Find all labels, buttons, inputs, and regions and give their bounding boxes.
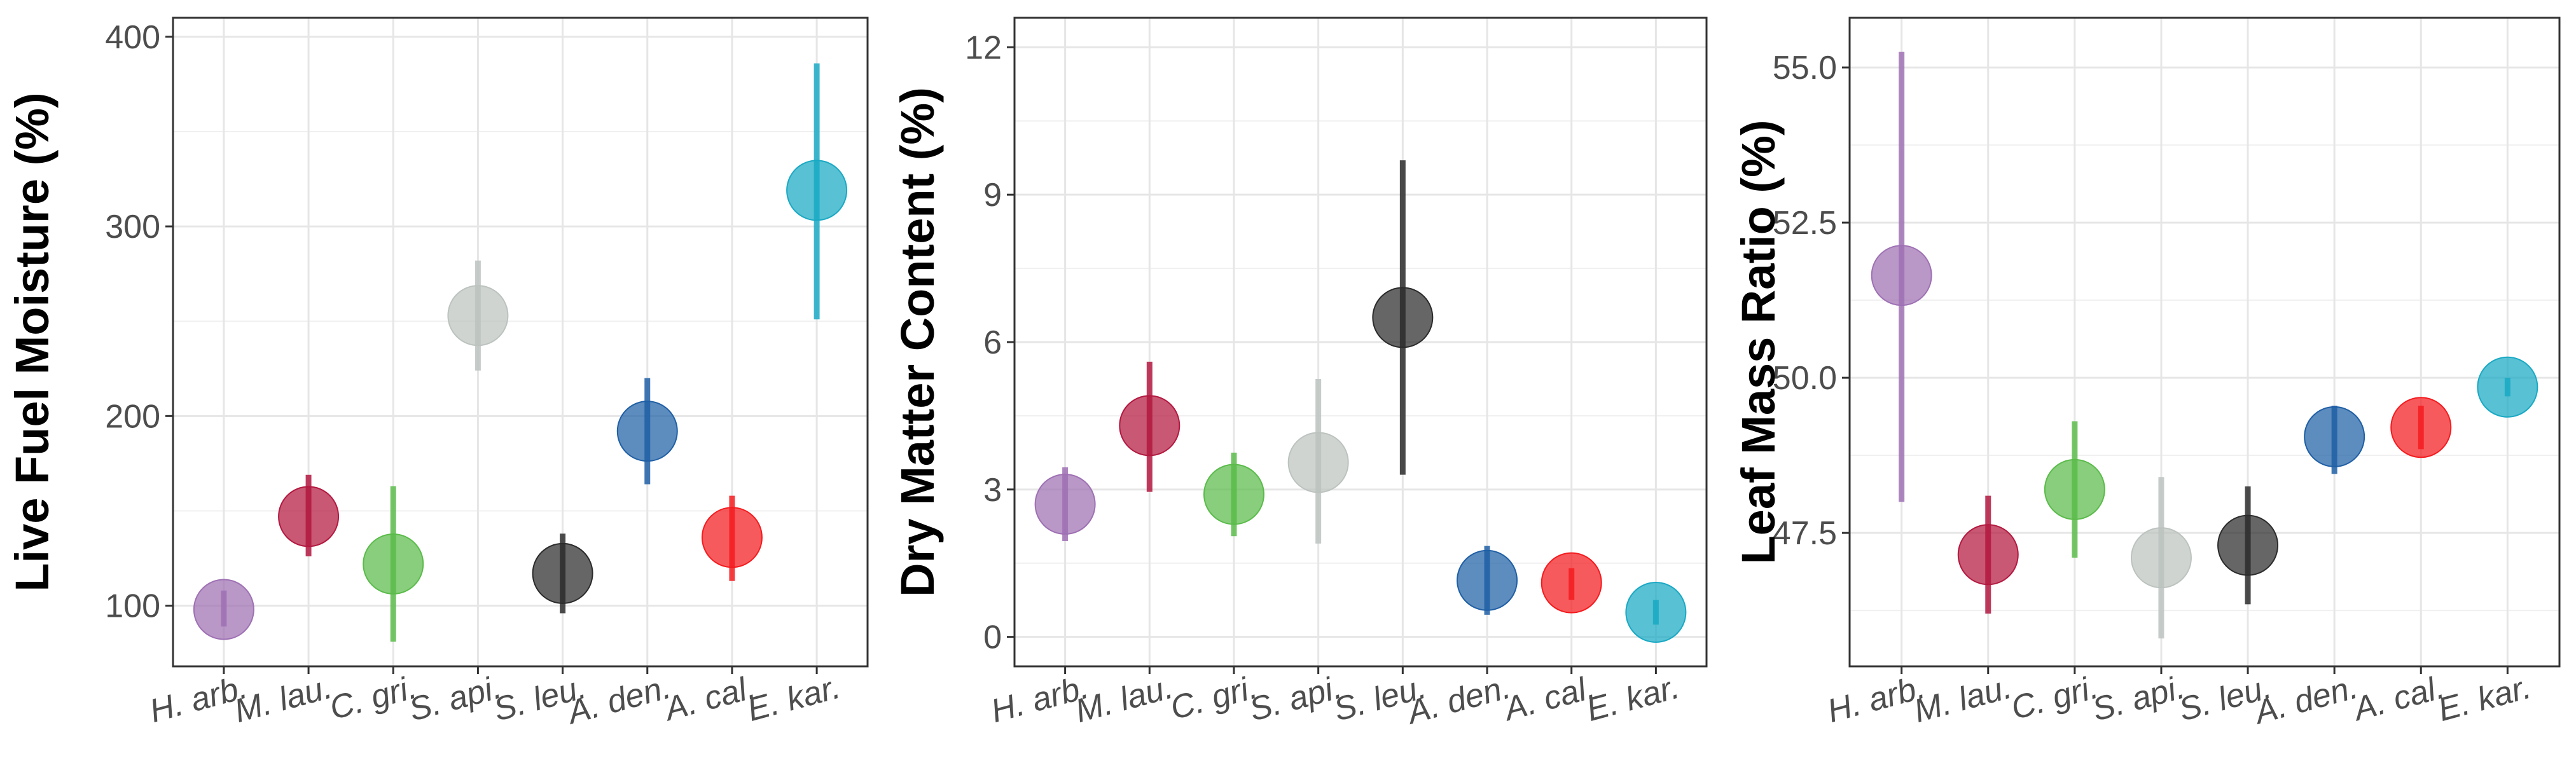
y-tick-label: 52.5 <box>1773 205 1837 242</box>
data-point <box>2390 397 2452 458</box>
x-tick-label: M. lau. <box>1910 669 2016 730</box>
data-point <box>363 533 424 595</box>
data-point <box>2044 458 2105 520</box>
data-point <box>1119 395 1181 457</box>
data-point <box>2304 406 2365 467</box>
data-point <box>447 285 509 347</box>
data-point <box>2477 356 2538 418</box>
data-point <box>2130 527 2192 589</box>
data-point <box>701 507 763 568</box>
data-point <box>193 579 254 640</box>
data-point <box>1287 432 1349 493</box>
x-tick-label: A. cal. <box>2348 669 2448 729</box>
x-tick-label: S. api. <box>1245 669 1345 729</box>
x-tick-label: M. lau. <box>1072 669 1177 730</box>
y-tick-label: 9 <box>983 177 1002 214</box>
data-point <box>1457 549 1518 611</box>
data-point <box>1034 474 1096 535</box>
y-tick-label: 50.0 <box>1773 360 1837 397</box>
y-axis-label: Live Fuel Moisture (%) <box>6 92 59 591</box>
data-point <box>1541 552 1602 614</box>
y-tick-label: 100 <box>105 588 160 625</box>
panel-border <box>1013 17 1708 668</box>
y-tick-label: 47.5 <box>1773 515 1837 552</box>
data-point <box>278 486 340 547</box>
x-tick-label: S. api. <box>405 669 505 729</box>
x-tick-label: S. api. <box>2089 669 2189 729</box>
data-point <box>1203 464 1264 525</box>
data-point <box>532 542 593 604</box>
y-tick-label: 12 <box>965 29 1002 66</box>
y-tick-label: 200 <box>105 398 160 435</box>
x-tick-label: E. kar. <box>1582 669 1683 729</box>
x-tick-label: M. lau. <box>230 669 336 730</box>
leaf-mass-ratio-panel: 47.550.052.555.0H. arb.M. lau.C. gri.S. … <box>1732 17 2561 732</box>
x-tick-label: E. kar. <box>744 669 844 729</box>
data-point <box>2217 514 2279 576</box>
x-tick-label: E. kar. <box>2434 669 2535 729</box>
y-tick-label: 55.0 <box>1773 50 1837 86</box>
plot-background <box>1850 18 2559 666</box>
panel-border <box>1848 17 2561 668</box>
x-tick-label: C. gri. <box>2007 669 2102 727</box>
y-axis-label: Leaf Mass Ratio (%) <box>1732 120 1785 564</box>
y-axis-label: Dry Matter Content (%) <box>891 87 944 597</box>
y-tick-label: 6 <box>983 324 1002 361</box>
data-point <box>1957 524 2019 586</box>
plot-background <box>173 18 868 666</box>
y-tick-label: 3 <box>983 472 1002 509</box>
data-point <box>616 401 678 462</box>
data-point <box>786 160 848 221</box>
y-tick-label: 300 <box>105 209 160 245</box>
panel-border <box>172 17 869 668</box>
data-point <box>1871 245 1932 306</box>
y-tick-label: 0 <box>983 619 1002 656</box>
data-point <box>1372 287 1434 348</box>
data-point <box>1625 582 1687 643</box>
y-tick-label: 400 <box>105 19 160 56</box>
